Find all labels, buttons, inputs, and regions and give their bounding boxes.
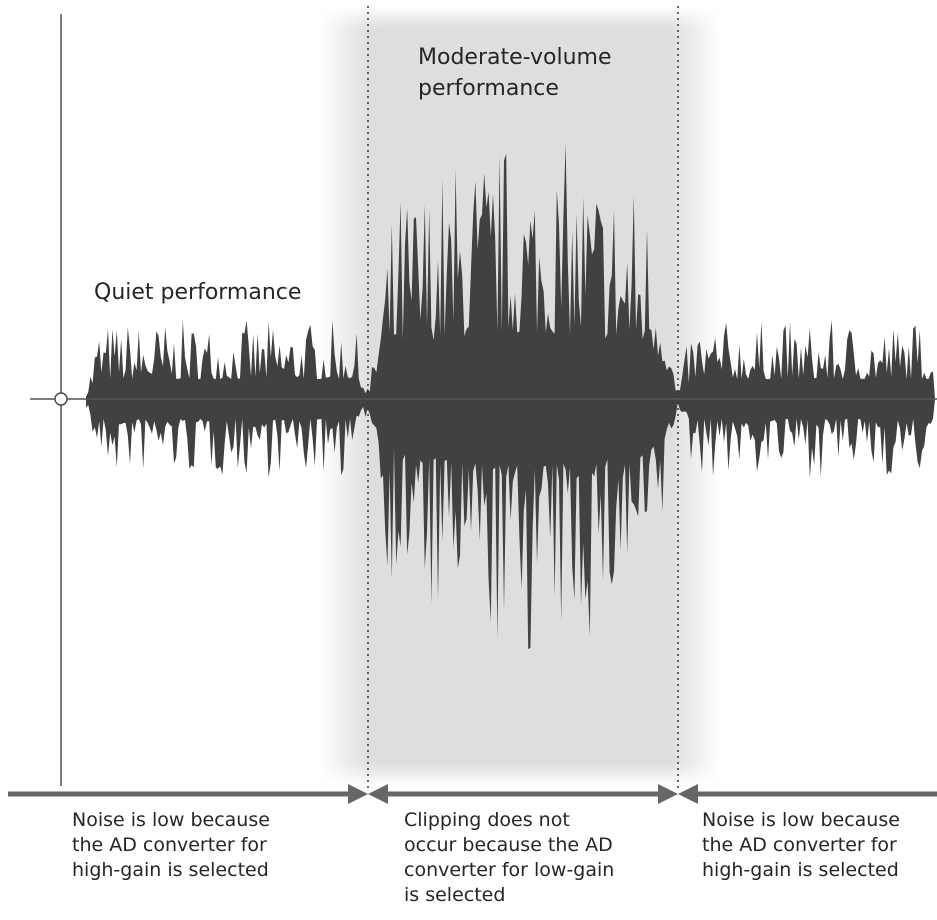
caption-left: Noise is low because the AD converter fo… [72,808,270,883]
audio-waveform [86,143,935,650]
caption-right-line: high-gain is selected [702,859,899,881]
range-arrow-middle [368,784,678,804]
caption-right: Noise is low because the AD converter fo… [702,808,900,883]
caption-middle-line: converter for low-gain [404,859,615,881]
caption-left-line: the AD converter for [72,834,267,856]
caption-left-line: Noise is low because [72,809,270,831]
caption-middle-line: Clipping does not [404,809,570,831]
moderate-label-line-1: Moderate-volume [418,45,612,70]
caption-left-line: high-gain is selected [72,859,269,881]
caption-middle-line: occur because the AD [404,834,613,856]
caption-middle: Clipping does not occur because the AD c… [404,808,614,908]
range-arrow-right [678,784,937,804]
caption-middle-line: is selected [404,884,506,906]
caption-right-line: Noise is low because [702,809,900,831]
range-arrow-left [8,784,368,804]
caption-right-line: the AD converter for [702,834,897,856]
quiet-performance-label: Quiet performance [94,280,302,305]
origin-marker [54,392,68,406]
moderate-label-line-2: performance [418,76,559,101]
moderate-performance-label: Moderate-volume performance [418,42,611,104]
